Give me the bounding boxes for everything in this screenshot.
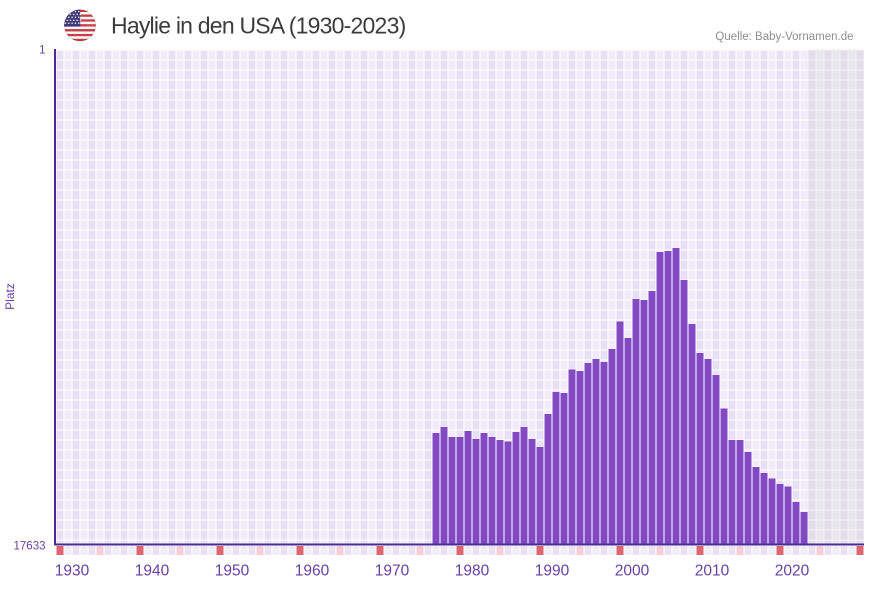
svg-text:1990: 1990: [535, 563, 570, 580]
svg-text:1: 1: [39, 45, 45, 57]
svg-text:2000: 2000: [615, 563, 650, 580]
svg-text:17633: 17633: [14, 541, 46, 553]
svg-text:1930: 1930: [55, 563, 90, 580]
svg-text:2020: 2020: [775, 563, 810, 580]
svg-text:1980: 1980: [455, 563, 490, 580]
svg-text:Haylie in den USA (1930-2023): Haylie in den USA (1930-2023): [111, 13, 406, 39]
svg-text:1970: 1970: [375, 563, 410, 580]
svg-text:1940: 1940: [135, 563, 170, 580]
svg-text:Platz: Platz: [3, 283, 17, 310]
svg-text:1960: 1960: [295, 563, 330, 580]
svg-text:2010: 2010: [695, 563, 730, 580]
svg-text:Quelle: Baby-Vornamen.de: Quelle: Baby-Vornamen.de: [715, 31, 853, 43]
svg-text:1950: 1950: [215, 563, 250, 580]
